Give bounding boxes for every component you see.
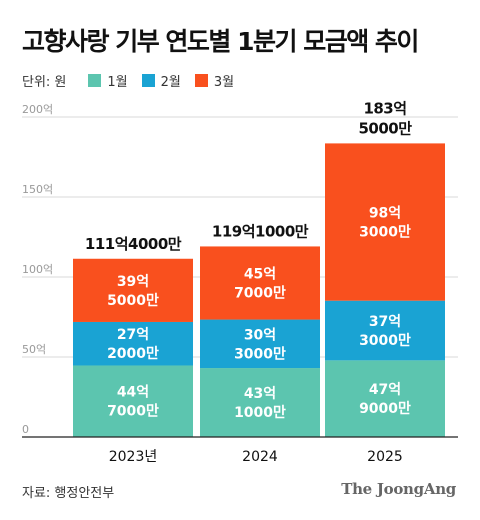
data-label: 7000만	[107, 404, 159, 420]
bar-segment	[325, 143, 445, 301]
data-label: 45억	[244, 267, 276, 283]
y-tick-label: 100억	[22, 263, 53, 276]
data-label: 39억	[117, 274, 149, 290]
data-label: 5000만	[107, 293, 159, 309]
total-label: 111억4000만	[85, 235, 182, 253]
bar-segment	[200, 368, 320, 437]
data-label: 30억	[244, 327, 276, 343]
data-label: 44억	[117, 385, 149, 401]
bar-segment	[200, 319, 320, 369]
chart-title: 고향사랑 기부 연도별 1분기 모금액 추이	[22, 27, 419, 56]
y-tick-label: 50억	[22, 343, 46, 356]
legend-item-mar: 3월	[194, 71, 235, 90]
legend-item-feb: 2월	[141, 71, 181, 90]
data-label: 9000만	[359, 401, 411, 417]
data-label: 98억	[369, 206, 401, 222]
bar-segment	[73, 258, 193, 322]
source-note: 자료: 행정안전부	[22, 486, 115, 501]
x-tick-label: 2023년	[109, 449, 158, 465]
data-label: 3000만	[359, 333, 411, 349]
bar-segment	[73, 365, 193, 437]
data-label: 1000만	[234, 405, 286, 421]
y-tick-label: 0	[22, 423, 29, 436]
legend-label-feb: 2월	[160, 74, 181, 90]
legend-label-mar: 3월	[213, 74, 235, 90]
unit-label: 단위: 원	[22, 74, 67, 90]
total-label: 183억	[363, 99, 406, 117]
bar-segment	[200, 246, 320, 320]
total-label: 119억1000만	[212, 222, 309, 240]
bar-segment	[325, 360, 445, 437]
y-tick-label: 200억	[22, 103, 53, 116]
legend-label-jan: 1월	[107, 74, 128, 90]
data-label: 7000만	[234, 286, 286, 302]
legend-swatch-feb	[141, 73, 155, 87]
legend-swatch-mar	[194, 73, 208, 87]
legend: 단위: 원 1월 2월 3월	[22, 70, 248, 90]
data-label: 3000만	[234, 346, 286, 362]
x-tick-label: 2025	[367, 449, 403, 465]
data-label: 37억	[369, 314, 401, 330]
bar-segment	[73, 321, 193, 366]
legend-swatch-jan	[88, 73, 102, 87]
bar-segment	[325, 300, 445, 361]
data-label: 47억	[369, 382, 401, 398]
legend-item-jan: 1월	[88, 71, 128, 90]
data-label: 27억	[117, 327, 149, 343]
brand-logo: The JoongAng	[341, 480, 456, 498]
total-label: 5000만	[358, 119, 412, 137]
data-label: 43억	[244, 386, 276, 402]
data-label: 2000만	[107, 346, 159, 362]
y-tick-label: 150억	[22, 183, 53, 196]
x-tick-label: 2024	[242, 449, 278, 465]
data-label: 3000만	[359, 225, 411, 241]
